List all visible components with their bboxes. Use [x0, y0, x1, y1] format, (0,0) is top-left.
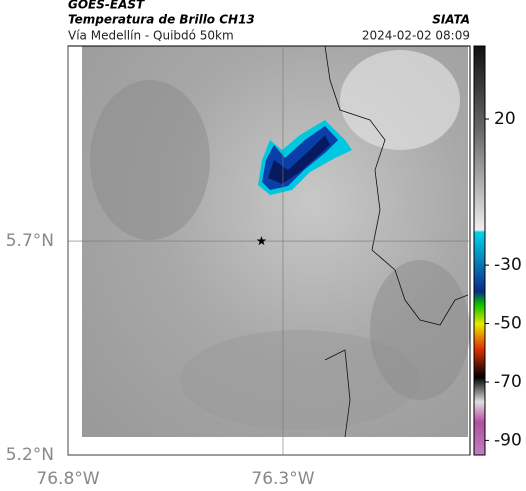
- route: Vía Medellín - Quibdó 50km: [68, 29, 234, 43]
- title: Temperatura de Brillo CH13: [68, 13, 255, 27]
- satellite-image: [82, 46, 470, 437]
- colorbar: [473, 45, 486, 456]
- source: GOES-EAST: [68, 0, 145, 12]
- x-tick-label: 76.8°W: [36, 469, 99, 489]
- colorbar-tick-label: -70: [494, 372, 522, 392]
- timestamp: 2024-02-02 08:09: [362, 29, 470, 43]
- colorbar-tick-label: -90: [494, 430, 522, 450]
- y-tick-label: 5.2°N: [6, 445, 54, 465]
- colorbar-tick-label: -30: [494, 255, 522, 275]
- y-tick-label: 5.7°N: [6, 231, 54, 251]
- border: [324, 45, 469, 438]
- x-tick-label: 76.3°W: [251, 469, 314, 489]
- colorbar-tick-label: 20: [494, 109, 516, 129]
- brand: SIATA: [432, 13, 470, 27]
- colorbar-tick-label: -50: [494, 314, 522, 334]
- location-marker: [256, 236, 267, 246]
